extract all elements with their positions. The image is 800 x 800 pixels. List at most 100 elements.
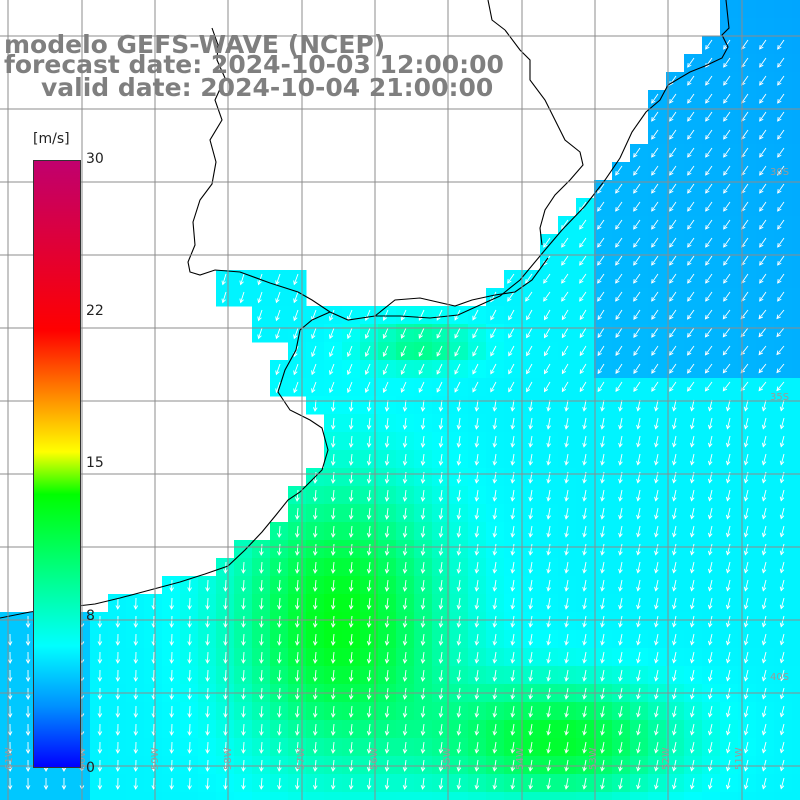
wind-cell: [738, 90, 757, 109]
wind-cell: [126, 774, 145, 793]
wind-arrow: [669, 291, 677, 302]
wind-cell: [576, 198, 595, 217]
wind-arrow: [223, 615, 228, 628]
wind-cell: [702, 36, 721, 55]
wind-arrow: [725, 543, 731, 556]
wind-arrow: [312, 579, 318, 592]
wind-arrow: [348, 399, 354, 412]
wind-arrow: [618, 507, 623, 520]
wind-arrow: [438, 399, 444, 412]
wind-arrow: [402, 759, 408, 772]
wind-cell: [774, 0, 793, 19]
wind-cell: [702, 360, 721, 379]
wind-arrow: [133, 723, 139, 736]
wind-cell: [738, 450, 757, 469]
wind-arrow: [654, 399, 659, 412]
wind-cell: [684, 144, 703, 163]
wind-arrow: [636, 453, 641, 466]
wind-arrow: [777, 219, 785, 230]
wind-cell: [612, 342, 631, 361]
wind-arrow: [725, 561, 731, 574]
wind-arrow: [779, 723, 785, 736]
wind-arrow: [579, 273, 587, 284]
wind-cell: [702, 306, 721, 325]
wind-arrow: [776, 363, 785, 374]
wind-cell: [486, 792, 505, 800]
wind-cell: [288, 360, 307, 379]
wind-cell: [792, 36, 800, 55]
wind-arrow: [510, 561, 516, 574]
wind-arrow: [277, 759, 282, 772]
wind-arrow: [510, 777, 516, 790]
wind-arrow: [438, 417, 444, 430]
wind-arrow: [546, 543, 551, 556]
wind-cell: [522, 792, 541, 800]
wind-cell: [594, 360, 613, 379]
wind-cell: [180, 756, 199, 775]
wind-cell: [702, 162, 721, 181]
wind-arrow: [618, 615, 623, 628]
wind-cell: [792, 216, 800, 235]
wind-arrow: [618, 669, 623, 682]
wind-arrow: [651, 129, 659, 140]
wind-arrow: [187, 705, 192, 718]
wind-cell: [648, 126, 667, 145]
wind-cell: [0, 720, 19, 739]
wind-arrow: [651, 237, 659, 248]
wind-arrow: [707, 705, 713, 718]
wind-cell: [774, 108, 793, 127]
colorbar-label-max: 30: [86, 151, 104, 167]
wind-cell: [126, 792, 145, 800]
lon-label: 51W: [734, 747, 745, 770]
wind-cell: [126, 720, 145, 739]
wind-arrow: [618, 543, 623, 556]
wind-arrow: [777, 129, 785, 140]
wind-cell: [720, 486, 739, 505]
wind-arrow: [348, 669, 354, 682]
wind-arrow: [293, 273, 299, 286]
wind-arrow: [205, 777, 210, 790]
wind-cell: [486, 378, 505, 397]
colorbar-label-8: 8: [86, 608, 95, 624]
wind-arrow: [690, 435, 695, 448]
wind-cell: [288, 378, 307, 397]
wind-arrow: [295, 489, 300, 502]
wind-arrow: [438, 561, 444, 574]
wind-arrow: [438, 435, 444, 448]
wind-cell: [684, 234, 703, 253]
wind-arrow: [779, 435, 785, 448]
wind-cell: [576, 324, 595, 343]
wind-arrow: [704, 345, 713, 356]
wind-arrow: [546, 417, 551, 430]
wind-cell: [198, 792, 217, 800]
wind-cell: [648, 792, 667, 800]
wind-cell: [756, 594, 775, 613]
wind-cell: [756, 450, 775, 469]
wind-cell: [252, 288, 271, 307]
wind-arrow: [169, 597, 174, 610]
wind-cell: [774, 792, 793, 800]
wind-cell: [756, 774, 775, 793]
wind-arrow: [615, 381, 623, 393]
wind-arrow: [743, 759, 749, 772]
wind-arrow: [259, 723, 264, 736]
wind-arrow: [472, 327, 479, 339]
wind-arrow: [203, 273, 209, 286]
wind-arrow: [402, 669, 408, 682]
wind-arrow: [761, 561, 767, 574]
wind-cell: [90, 792, 109, 800]
wind-cell: [18, 612, 37, 631]
wind-cell: [360, 342, 379, 361]
wind-arrow: [420, 507, 426, 520]
wind-arrow: [25, 777, 31, 790]
wind-arrow: [579, 255, 587, 266]
wind-cell: [306, 324, 325, 343]
wind-arrow: [633, 201, 641, 212]
wind-arrow: [687, 255, 695, 266]
wind-arrow: [615, 219, 623, 230]
wind-cell: [792, 414, 800, 433]
wind-arrow: [690, 669, 695, 682]
wind-cell: [738, 576, 757, 595]
wind-cell: [720, 90, 739, 109]
wind-arrow: [597, 309, 605, 321]
